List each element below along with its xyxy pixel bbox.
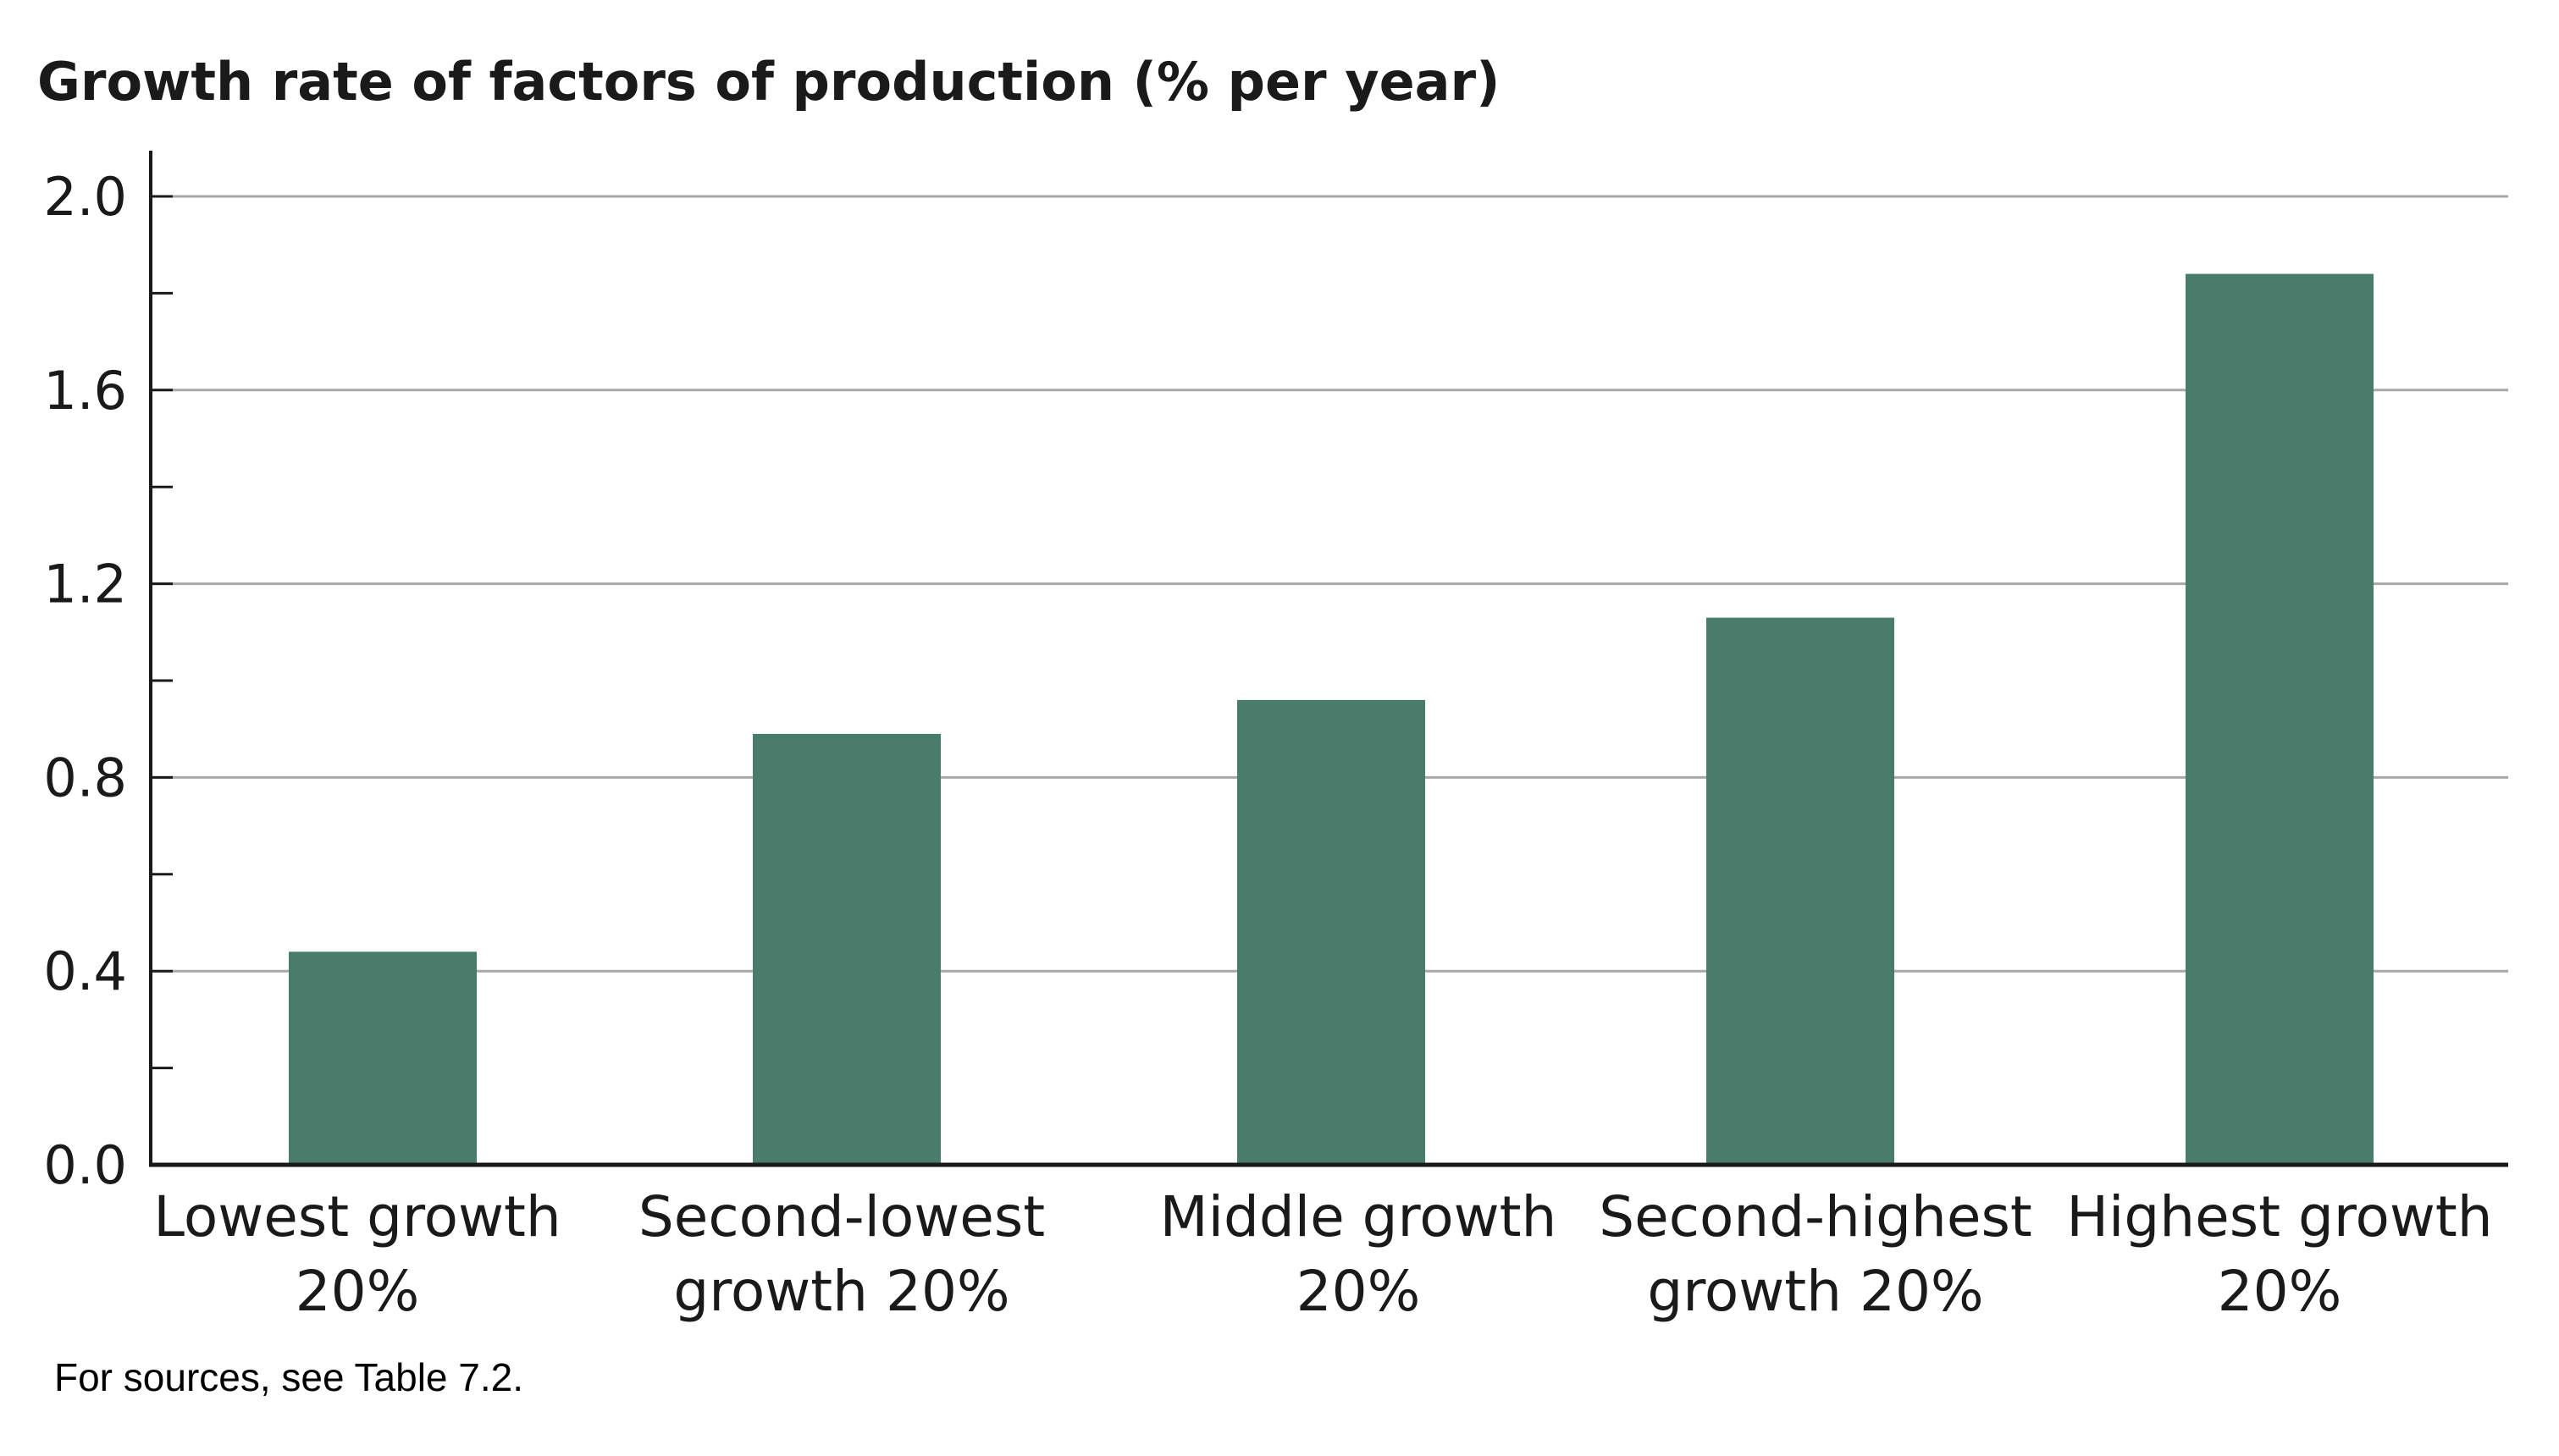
x-category-label-4-line-0: Highest growth bbox=[2066, 1184, 2492, 1249]
y-tick-label-5: 2.0 bbox=[43, 166, 127, 228]
axes bbox=[149, 151, 2508, 1167]
bar-4 bbox=[2186, 273, 2374, 1165]
bar-1 bbox=[753, 733, 941, 1165]
x-category-label-3-line-0: Second-highest bbox=[1599, 1184, 2031, 1249]
y-tick-label-0: 0.0 bbox=[43, 1134, 127, 1196]
y-tick-label-1: 0.4 bbox=[43, 940, 127, 1002]
x-category-label-4: Highest growth 20% bbox=[2066, 1184, 2492, 1324]
x-category-label-0: Lowest growth 20% bbox=[153, 1184, 561, 1324]
gridlines bbox=[151, 195, 2508, 973]
x-category-label-0-line-1: 20% bbox=[296, 1259, 420, 1324]
chart-title: Growth rate of factors of production (% … bbox=[37, 51, 1500, 113]
x-category-label-4-line-1: 20% bbox=[2218, 1259, 2342, 1324]
x-category-label-1-line-1: growth 20% bbox=[673, 1259, 1009, 1324]
x-category-label-2-line-0: Middle growth bbox=[1160, 1184, 1557, 1249]
x-category-label-2-line-1: 20% bbox=[1296, 1259, 1421, 1324]
x-category-label-1: Second-lowest growth 20% bbox=[638, 1184, 1045, 1324]
x-category-label-1-line-0: Second-lowest bbox=[638, 1184, 1045, 1249]
bar-3 bbox=[1706, 617, 1894, 1165]
y-tick-label-3: 1.2 bbox=[43, 554, 127, 615]
source-note: For sources, see Table 7.2. bbox=[54, 1355, 523, 1399]
y-tick-labels: 0.0 0.4 0.8 1.2 1.6 2.0 bbox=[43, 166, 127, 1196]
x-category-labels: Lowest growth 20% Second-lowest growth 20% M… bbox=[153, 1184, 2492, 1324]
x-category-label-3: Second-highest growth 20% bbox=[1599, 1184, 2031, 1324]
x-category-label-3-line-1: growth 20% bbox=[1647, 1259, 1983, 1324]
bar-2 bbox=[1237, 699, 1425, 1165]
y-tick-label-2: 0.8 bbox=[43, 747, 127, 808]
bar-0 bbox=[289, 951, 477, 1165]
x-category-label-0-line-0: Lowest growth bbox=[153, 1184, 561, 1249]
x-category-label-2: Middle growth 20% bbox=[1160, 1184, 1557, 1324]
y-tick-label-4: 1.6 bbox=[43, 360, 127, 422]
bars bbox=[289, 273, 2374, 1165]
